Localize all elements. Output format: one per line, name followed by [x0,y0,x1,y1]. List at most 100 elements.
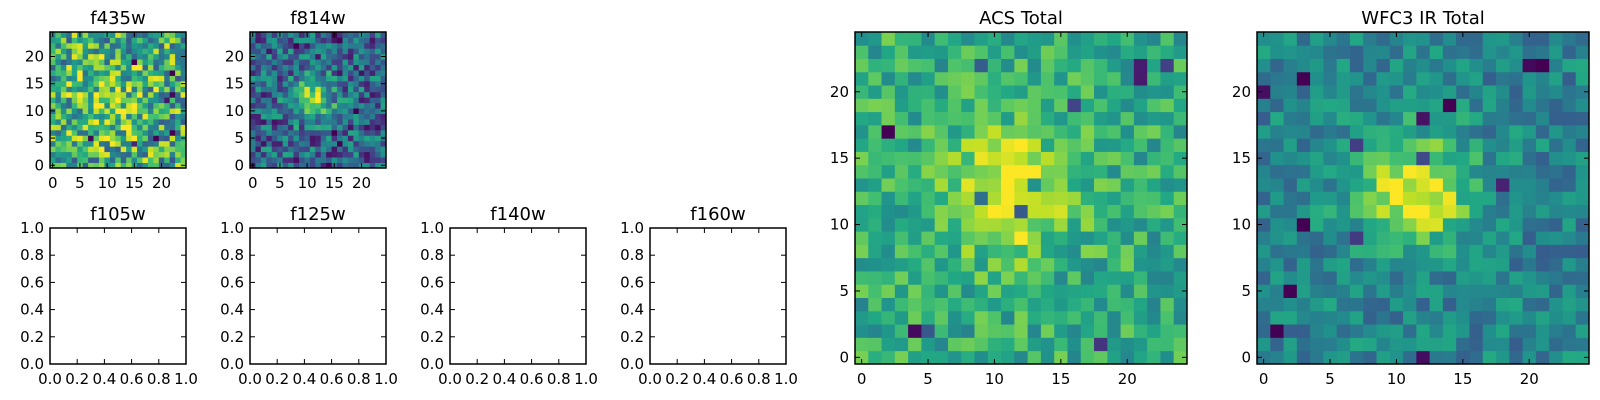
wfc3-ir-total-pixel [1416,350,1431,365]
acs-total-pixel [1094,164,1108,179]
f814w-pixel [304,53,311,60]
f435w-pixel [55,151,62,158]
acs-total-pixel [1067,310,1082,325]
f814w-pixel [250,70,256,76]
f814w-pixel [375,124,381,131]
acs-total-pixel [1014,164,1029,179]
wfc3-ir-total-pixel [1336,45,1351,59]
acs-total-pixel [1147,45,1161,59]
f814w-pixel [320,53,327,60]
acs-total-pixel [1094,231,1108,245]
acs-total-pixel [1133,310,1148,325]
wfc3-ir-total-pixel [1296,204,1311,219]
f814w-pixel [369,59,376,66]
f435w-pixel [98,146,105,153]
f435w-pixel [82,162,89,169]
f814w-pixel [298,86,305,93]
f435w-pixel [137,162,143,169]
f814w-pixel [309,64,316,71]
acs-total-pixel [908,71,922,86]
acs-total-pixel [1067,324,1082,338]
acs-total-pixel [908,151,922,166]
f105w-ytick-label: 0.6 [20,273,44,291]
f435w-pixel [66,53,73,60]
f814w-pixel [304,102,311,109]
f814w-pixel [271,119,278,125]
f814w-pixel [277,86,284,93]
acs-total-pixel [987,297,1002,312]
f435w-pixel [93,129,100,136]
wfc3-ir-total-pixel [1310,257,1324,272]
f435w-pixel [115,113,122,120]
f435w-pixel [175,86,181,93]
wfc3-ir-total-pixel [1283,310,1298,325]
f814w-pixel [369,42,376,49]
f435w-pixel [98,53,105,60]
f814w-pixel [277,146,284,153]
wfc3-ir-total-pixel [1283,45,1298,59]
f435w-pixel [93,64,100,71]
f435w-pixel [98,162,105,169]
f814w-pixel [320,86,327,93]
f814w-pixel [337,151,343,158]
f140w-xtick-label: 0.0 [438,370,462,388]
wfc3-ir-total-pixel [1522,151,1537,166]
f435w-pixel [147,80,154,87]
wfc3-ir-total-title: WFC3 IR Total [1361,8,1484,29]
f435w-pixel [50,113,56,120]
wfc3-ir-total-pixel [1429,217,1444,232]
f435w-pixel [77,80,84,87]
wfc3-ir-total-pixel [1349,297,1364,312]
acs-total-pixel [1147,124,1161,139]
wfc3-ir-total-pixel [1403,271,1417,285]
wfc3-ir-total-pixel [1257,58,1271,73]
f435w-pixel [93,97,100,104]
acs-total-pixel [1173,124,1188,139]
acs-total-pixel [908,45,922,59]
f814w-pixel [288,113,294,120]
acs-total-pixel [1120,151,1135,166]
acs-total-pixel [1054,217,1068,232]
f814w-title: f814w [290,8,345,29]
acs-total-pixel [1027,244,1042,259]
f814w-pixel [375,70,381,76]
f160w-xtick-label: 0.6 [720,370,744,388]
f435w-pixel [120,32,127,38]
f435w-pixel [175,135,181,142]
f435w-pixel [126,97,132,104]
f435w-pixel [180,75,187,82]
wfc3-ir-total-pixel [1535,45,1550,59]
f140w-xtick-label: 0.6 [520,370,544,388]
f814w-pixel [347,157,354,163]
acs-total-pixel [1133,178,1148,192]
acs-total-pixel [1001,284,1015,298]
f435w-pixel [115,157,122,163]
f435w-pixel [142,42,149,49]
acs-total-pixel [1133,32,1148,46]
f435w-pixel [164,129,171,136]
f814w-pixel [353,70,360,76]
f435w-pixel [104,53,111,60]
f435w-pixel [137,97,143,104]
f435w-pixel [109,129,116,136]
acs-total-pixel [1040,231,1055,245]
f814w-pixel [375,64,381,71]
f435w-pixel [77,53,84,60]
f435w-pixel [153,108,160,114]
acs-total-pixel [961,310,975,325]
f814w-pixel [331,59,338,66]
f435w-pixel [66,37,73,44]
f435w-pixel [142,59,149,66]
f435w-pixel [169,37,176,44]
f435w-pixel [115,32,122,38]
f814w-image [250,32,387,169]
acs-total-pixel [908,178,922,192]
f435w-pixel [164,140,171,147]
acs-total-pixel [1120,271,1135,285]
f814w-pixel [347,151,354,158]
acs-total-pixel [934,71,949,86]
wfc3-ir-total-pixel [1456,324,1470,338]
acs-total-pixel [1160,217,1175,232]
f435w-pixel [82,48,89,55]
f814w-pixel [375,102,381,109]
